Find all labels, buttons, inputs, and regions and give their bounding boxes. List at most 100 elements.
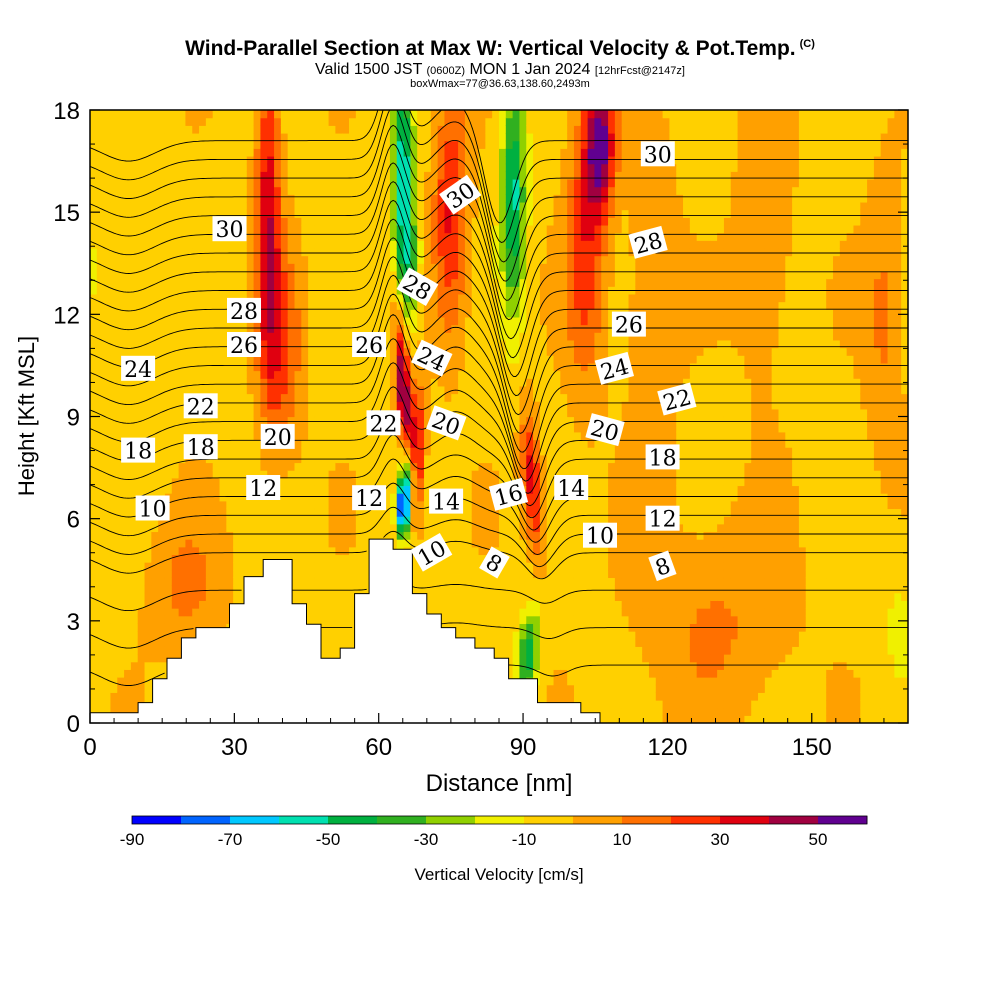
velocity-cell [321, 117, 330, 126]
velocity-cell [396, 447, 405, 456]
velocity-cell [505, 523, 514, 533]
velocity-cell [205, 385, 214, 395]
velocity-cell [280, 378, 289, 387]
velocity-cell [274, 539, 282, 548]
velocity-cell [164, 562, 173, 571]
velocity-cell [314, 132, 323, 142]
velocity-cell [280, 546, 289, 556]
velocity-cell [117, 447, 125, 456]
velocity-cell [444, 301, 452, 310]
velocity-cell [151, 546, 159, 556]
velocity-cell [103, 493, 112, 502]
velocity-cell [355, 324, 364, 333]
velocity-cell [369, 148, 377, 157]
velocity-cell [164, 316, 173, 326]
velocity-cell [403, 523, 411, 533]
velocity-cell [253, 209, 262, 218]
velocity-cell [349, 117, 357, 126]
velocity-cell [417, 585, 425, 594]
velocity-cell [410, 470, 418, 479]
velocity-cell [308, 232, 316, 241]
velocity-cell [355, 132, 364, 142]
velocity-cell [403, 447, 411, 456]
velocity-cell [471, 585, 480, 594]
velocity-cell [362, 408, 371, 418]
velocity-cell [103, 431, 112, 441]
velocity-cell [369, 454, 377, 464]
velocity-cell [151, 477, 159, 487]
velocity-cell [280, 309, 289, 318]
velocity-cell [342, 163, 350, 172]
velocity-cell [505, 554, 514, 563]
velocity-cell [239, 163, 248, 172]
velocity-cell [294, 293, 302, 303]
velocity-cell [260, 110, 268, 119]
velocity-cell [328, 508, 336, 517]
velocity-cell [158, 209, 166, 218]
velocity-cell [260, 462, 268, 471]
velocity-cell [103, 163, 112, 172]
velocity-cell [396, 293, 405, 303]
velocity-cell [274, 531, 282, 540]
velocity-cell [226, 178, 234, 188]
velocity-cell [280, 416, 289, 425]
velocity-cell [144, 125, 152, 134]
velocity-cell [144, 240, 152, 249]
velocity-cell [158, 263, 166, 272]
velocity-cell [178, 270, 187, 280]
velocity-cell [158, 362, 166, 372]
velocity-cell [226, 201, 234, 211]
velocity-cell [355, 209, 364, 218]
velocity-cell [451, 110, 459, 119]
velocity-cell [308, 554, 316, 563]
velocity-cell [430, 301, 439, 310]
velocity-cell [274, 324, 282, 333]
velocity-cell [178, 355, 187, 364]
velocity-cell [253, 178, 262, 188]
velocity-cell [205, 293, 214, 303]
velocity-cell [464, 623, 473, 632]
velocity-cell [280, 339, 289, 349]
velocity-cell [430, 309, 439, 318]
velocity-cell [144, 309, 152, 318]
velocity-cell [499, 117, 507, 126]
velocity-cell [471, 140, 480, 149]
velocity-cell [171, 431, 180, 441]
velocity-cell [451, 171, 459, 180]
velocity-cell [137, 692, 146, 701]
velocity-cell [301, 539, 309, 548]
velocity-cell [451, 263, 459, 272]
velocity-cell [335, 508, 343, 517]
velocity-cell [376, 240, 384, 249]
velocity-cell [335, 615, 343, 624]
velocity-cell [96, 608, 105, 617]
velocity-cell [458, 615, 466, 624]
velocity-cell [137, 585, 146, 594]
velocity-cell [130, 608, 139, 617]
velocity-cell [492, 424, 500, 433]
velocity-cell [355, 370, 364, 379]
velocity-cell [403, 370, 411, 379]
velocity-cell [274, 347, 282, 356]
velocity-cell [287, 523, 296, 533]
velocity-cell [103, 247, 112, 257]
velocity-cell [253, 194, 262, 203]
velocity-cell [499, 309, 507, 318]
velocity-cell [328, 608, 336, 617]
velocity-cell [424, 531, 432, 540]
velocity-cell [478, 117, 486, 126]
velocity-cell [485, 531, 493, 540]
velocity-cell [314, 470, 323, 479]
velocity-cell [178, 562, 187, 571]
velocity-cell [342, 539, 350, 548]
velocity-cell [267, 217, 275, 226]
velocity-cell [151, 132, 159, 142]
velocity-cell [335, 500, 343, 510]
velocity-cell [328, 347, 336, 356]
velocity-cell [110, 623, 118, 632]
velocity-cell [424, 171, 432, 180]
velocity-cell [505, 332, 514, 341]
velocity-cell [192, 125, 200, 134]
velocity-cell [130, 201, 139, 211]
velocity-cell [335, 309, 343, 318]
